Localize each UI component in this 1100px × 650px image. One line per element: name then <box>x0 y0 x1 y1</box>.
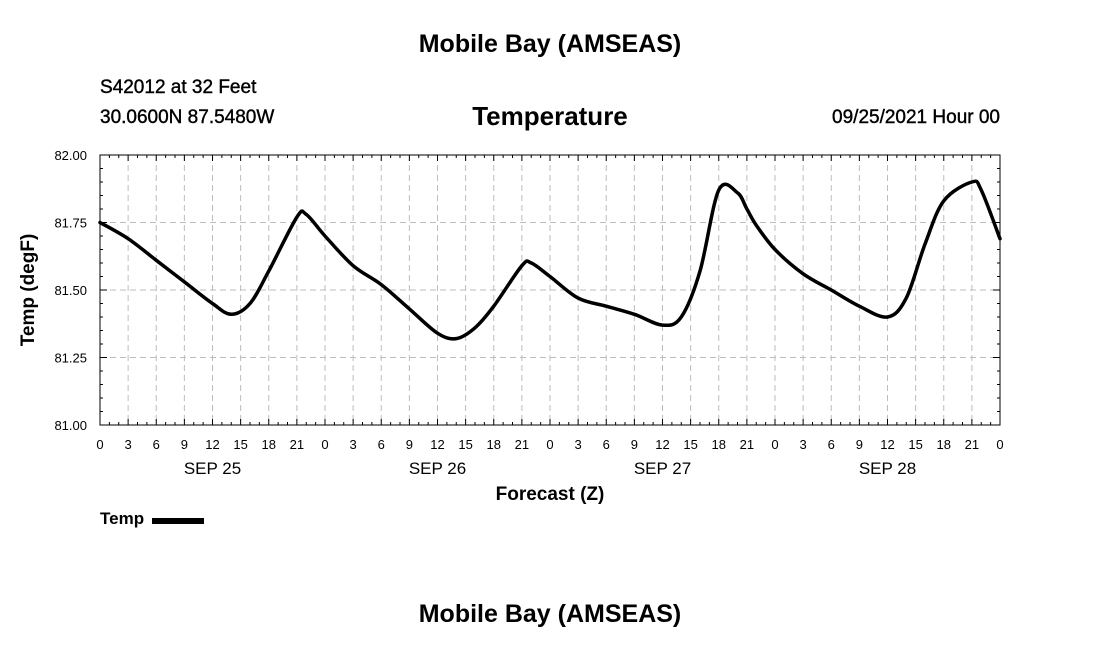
x-tick-label: 21 <box>515 437 529 452</box>
x-tick-label: 12 <box>880 437 894 452</box>
x-tick-label: 12 <box>205 437 219 452</box>
variable-title: Temperature <box>472 101 628 131</box>
legend: Temp <box>100 509 205 529</box>
chart-main-title: Mobile Bay (AMSEAS) <box>418 30 682 58</box>
day-label: SEP 25 <box>184 459 241 478</box>
x-tick-label: 15 <box>458 437 472 452</box>
day-label: SEP 26 <box>409 459 466 478</box>
footer-title: Mobile Bay (AMSEAS) <box>418 600 682 628</box>
series-line-temp <box>98 179 1002 341</box>
x-tick-label: 3 <box>800 437 807 452</box>
y-axis-title: Temp (degF) <box>18 234 39 347</box>
x-tick-label: 12 <box>430 437 444 452</box>
y-tick-label: 82.00 <box>54 148 87 163</box>
plot-frame <box>99 154 1001 426</box>
x-tick-label: 21 <box>740 437 754 452</box>
legend-swatch <box>152 517 205 524</box>
x-tick-label: 15 <box>233 437 247 452</box>
x-tick-label: 0 <box>321 437 328 452</box>
x-tick-label: 12 <box>655 437 669 452</box>
x-tick-label: 6 <box>153 437 160 452</box>
x-tick-label: 0 <box>771 437 778 452</box>
x-tick-label: 6 <box>828 437 835 452</box>
x-tick-label: 3 <box>125 437 132 452</box>
y-tick-label: 81.00 <box>54 418 87 433</box>
station-label: S42012 at 32 Feet <box>100 77 257 98</box>
y-tick-labels: 81.00 81.25 81.50 81.75 82.00 <box>54 148 87 433</box>
x-axis-title: Forecast (Z) <box>496 484 605 505</box>
day-label: SEP 28 <box>859 459 916 478</box>
x-tick-label: 9 <box>406 437 413 452</box>
x-tick-label: 6 <box>603 437 610 452</box>
x-tick-label: 18 <box>487 437 501 452</box>
legend-label: Temp <box>100 509 145 528</box>
x-tick-label: 15 <box>683 437 697 452</box>
y-tick-label: 81.25 <box>54 351 87 366</box>
x-tick-label: 21 <box>965 437 979 452</box>
x-tick-label: 0 <box>546 437 553 452</box>
x-tick-label: 0 <box>996 437 1003 452</box>
y-tick-label: 81.50 <box>54 283 87 298</box>
x-tick-label: 6 <box>378 437 385 452</box>
x-tick-label: 9 <box>856 437 863 452</box>
x-tick-label: 21 <box>290 437 304 452</box>
x-tick-label: 9 <box>631 437 638 452</box>
x-tick-label: 18 <box>937 437 951 452</box>
grid-lines <box>100 155 1000 425</box>
x-tick-label: 15 <box>908 437 922 452</box>
y-tick-label: 81.75 <box>54 216 87 231</box>
x-tick-label: 0 <box>96 437 103 452</box>
x-tick-label: 18 <box>712 437 726 452</box>
x-tick-label: 3 <box>350 437 357 452</box>
day-labels: SEP 25 SEP 26 SEP 27 SEP 28 <box>184 459 916 478</box>
x-tick-label: 9 <box>181 437 188 452</box>
x-tick-label: 3 <box>575 437 582 452</box>
forecast-datetime: 09/25/2021 Hour 00 <box>832 107 1000 128</box>
x-tick-labels: 0 3 6 9 12 15 18 21 0 3 6 9 12 15 18 21 0 3 6 9 12 15 18 21 0 3 6 9… <box>96 437 1003 452</box>
coordinates-label: 30.0600N 87.5480W <box>100 107 275 128</box>
day-label: SEP 27 <box>634 459 691 478</box>
x-tick-label: 18 <box>262 437 276 452</box>
